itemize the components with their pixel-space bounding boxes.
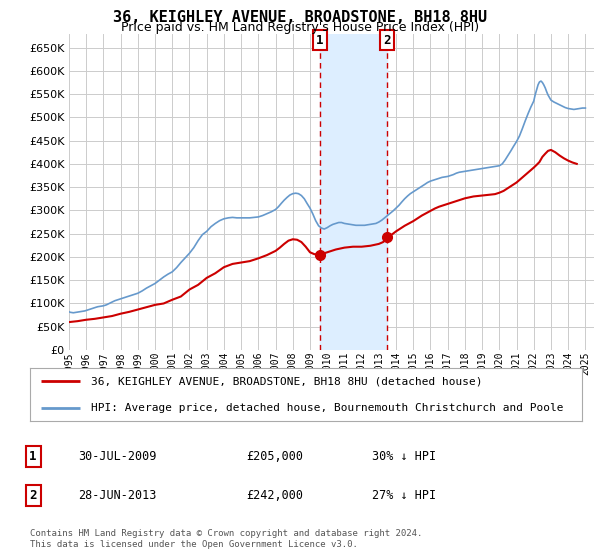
Text: 30-JUL-2009: 30-JUL-2009: [78, 450, 157, 463]
Text: £242,000: £242,000: [246, 489, 303, 502]
Text: 36, KEIGHLEY AVENUE, BROADSTONE, BH18 8HU (detached house): 36, KEIGHLEY AVENUE, BROADSTONE, BH18 8H…: [91, 376, 482, 386]
Text: 36, KEIGHLEY AVENUE, BROADSTONE, BH18 8HU: 36, KEIGHLEY AVENUE, BROADSTONE, BH18 8H…: [113, 10, 487, 25]
Bar: [320, 34, 387, 350]
Text: 2: 2: [383, 34, 391, 46]
Text: Contains HM Land Registry data © Crown copyright and database right 2024.
This d: Contains HM Land Registry data © Crown c…: [30, 529, 422, 549]
Text: 1: 1: [316, 34, 323, 46]
Text: HPI: Average price, detached house, Bournemouth Christchurch and Poole: HPI: Average price, detached house, Bour…: [91, 403, 563, 413]
Text: 30% ↓ HPI: 30% ↓ HPI: [372, 450, 436, 463]
Text: Price paid vs. HM Land Registry's House Price Index (HPI): Price paid vs. HM Land Registry's House …: [121, 21, 479, 34]
Text: 2: 2: [29, 489, 37, 502]
Text: 28-JUN-2013: 28-JUN-2013: [78, 489, 157, 502]
Text: 27% ↓ HPI: 27% ↓ HPI: [372, 489, 436, 502]
Text: £205,000: £205,000: [246, 450, 303, 463]
Text: 1: 1: [29, 450, 37, 463]
